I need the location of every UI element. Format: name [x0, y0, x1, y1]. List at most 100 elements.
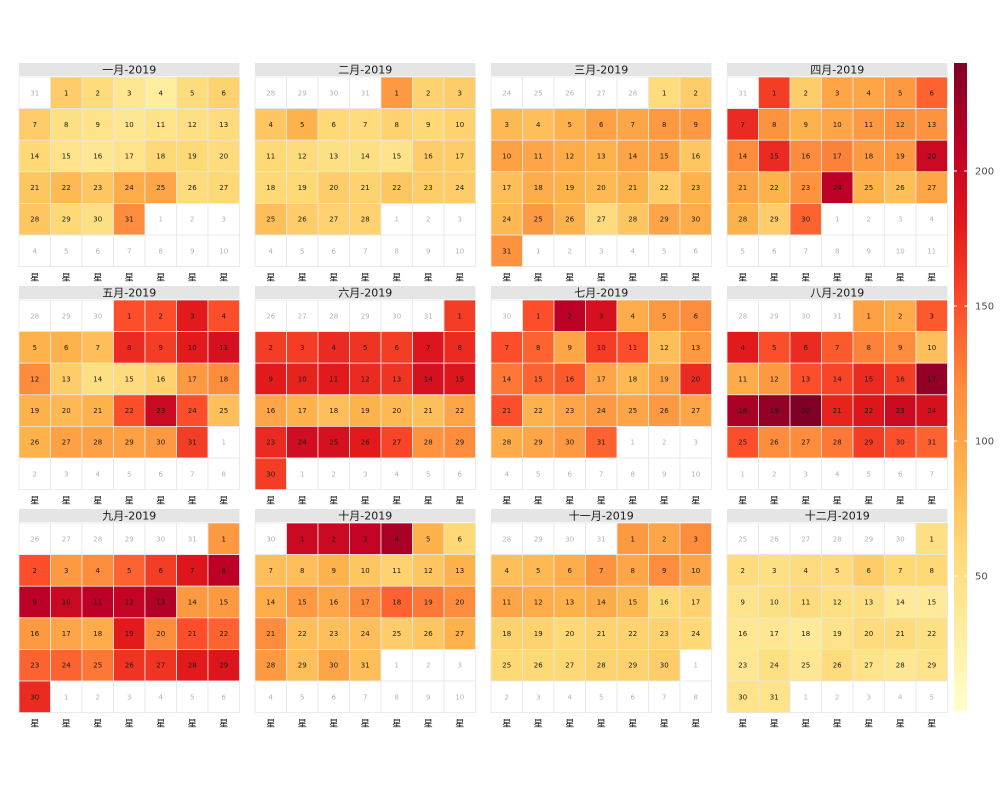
day-label: 11: [219, 344, 228, 352]
day-label: 4: [222, 312, 227, 320]
day-label: 16: [565, 376, 574, 384]
day-label: 12: [30, 376, 39, 384]
day-label: 19: [896, 153, 905, 161]
padding-day-cell: [380, 457, 413, 491]
day-label: 29: [455, 439, 464, 447]
day-cell: [207, 299, 240, 333]
day-label: 20: [691, 376, 700, 384]
weekday-label: 星: [266, 719, 275, 730]
day-label: 29: [62, 216, 71, 224]
padding-day-label: 9: [190, 247, 194, 255]
day-label: 10: [455, 121, 464, 129]
day-cell: [176, 108, 209, 141]
padding-day-cell: [726, 522, 759, 556]
day-cell: [852, 649, 885, 682]
month-title-strip: [255, 509, 476, 522]
day-label: 14: [266, 599, 275, 607]
day-label: 4: [159, 89, 164, 97]
day-label: 25: [266, 216, 275, 224]
day-label: 27: [864, 662, 873, 670]
padding-day-label: 31: [738, 89, 747, 97]
padding-day-label: 29: [62, 312, 71, 320]
padding-day-label: 1: [159, 216, 163, 224]
month-title: 五月-2019: [102, 287, 156, 300]
padding-day-label: 8: [631, 470, 635, 478]
day-label: 5: [898, 89, 902, 97]
padding-day-cell: [852, 522, 885, 556]
padding-day-label: 5: [426, 470, 430, 478]
padding-day-cell: [553, 680, 586, 714]
day-cell: [522, 202, 555, 236]
day-label: 17: [298, 407, 307, 415]
padding-day-cell: [380, 299, 413, 333]
padding-day-label: 7: [190, 470, 194, 478]
day-cell: [349, 649, 382, 682]
day-label: 11: [738, 376, 747, 384]
day-cell: [915, 76, 948, 110]
day-cell: [254, 585, 287, 619]
day-label: 31: [502, 247, 511, 255]
day-cell: [18, 139, 51, 173]
padding-day-cell: [380, 234, 413, 268]
day-label: 2: [159, 312, 163, 320]
day-label: 3: [64, 567, 68, 575]
padding-day-cell: [50, 457, 83, 491]
day-label: 12: [298, 153, 307, 161]
day-cell: [726, 585, 759, 619]
day-cell: [585, 362, 618, 396]
day-cell: [522, 394, 555, 427]
padding-day-cell: [254, 76, 287, 110]
day-label: 17: [927, 376, 936, 384]
padding-day-cell: [443, 680, 476, 714]
padding-day-cell: [789, 234, 822, 268]
colorbar: 50 100 150 200: [954, 63, 994, 711]
day-cell: [380, 76, 413, 110]
weekday-label: 星: [156, 273, 165, 284]
day-label: 15: [455, 376, 464, 384]
weekday-label: 星: [628, 719, 637, 730]
padding-day-cell: [113, 457, 146, 491]
day-cell: [286, 554, 319, 587]
padding-day-label: 29: [298, 89, 307, 97]
day-cell: [553, 139, 586, 173]
day-cell: [443, 554, 476, 587]
day-cell: [553, 425, 586, 459]
day-cell: [349, 108, 382, 141]
day-cell: [585, 139, 618, 173]
padding-day-label: 5: [662, 247, 666, 255]
padding-day-label: 8: [159, 247, 163, 255]
weekday-label: 星: [329, 273, 338, 284]
padding-day-label: 10: [691, 470, 700, 478]
day-label: 21: [833, 407, 842, 415]
day-label: 5: [426, 535, 430, 543]
padding-day-cell: [81, 234, 114, 268]
day-label: 6: [458, 535, 463, 543]
weekday-label: 星: [502, 273, 511, 284]
day-label: 19: [188, 153, 197, 161]
day-label: 14: [738, 153, 747, 161]
padding-day-label: 26: [565, 89, 574, 97]
day-label: 25: [93, 662, 102, 670]
day-cell: [349, 554, 382, 587]
day-cell: [81, 202, 114, 236]
padding-day-label: 4: [269, 693, 274, 701]
padding-day-label: 3: [898, 216, 902, 224]
padding-day-label: 3: [599, 247, 603, 255]
day-cell: [349, 394, 382, 427]
day-cell: [758, 108, 791, 141]
day-label: 10: [298, 376, 307, 384]
day-label: 25: [156, 184, 165, 192]
padding-day-label: 9: [867, 247, 871, 255]
day-label: 13: [565, 599, 574, 607]
padding-day-label: 29: [864, 535, 873, 543]
weekday-label: 星: [628, 496, 637, 507]
day-label: 2: [568, 312, 572, 320]
padding-day-cell: [616, 76, 649, 110]
day-label: 12: [565, 153, 574, 161]
padding-day-cell: [81, 457, 114, 491]
day-label: 29: [534, 439, 543, 447]
padding-day-label: 5: [300, 247, 304, 255]
